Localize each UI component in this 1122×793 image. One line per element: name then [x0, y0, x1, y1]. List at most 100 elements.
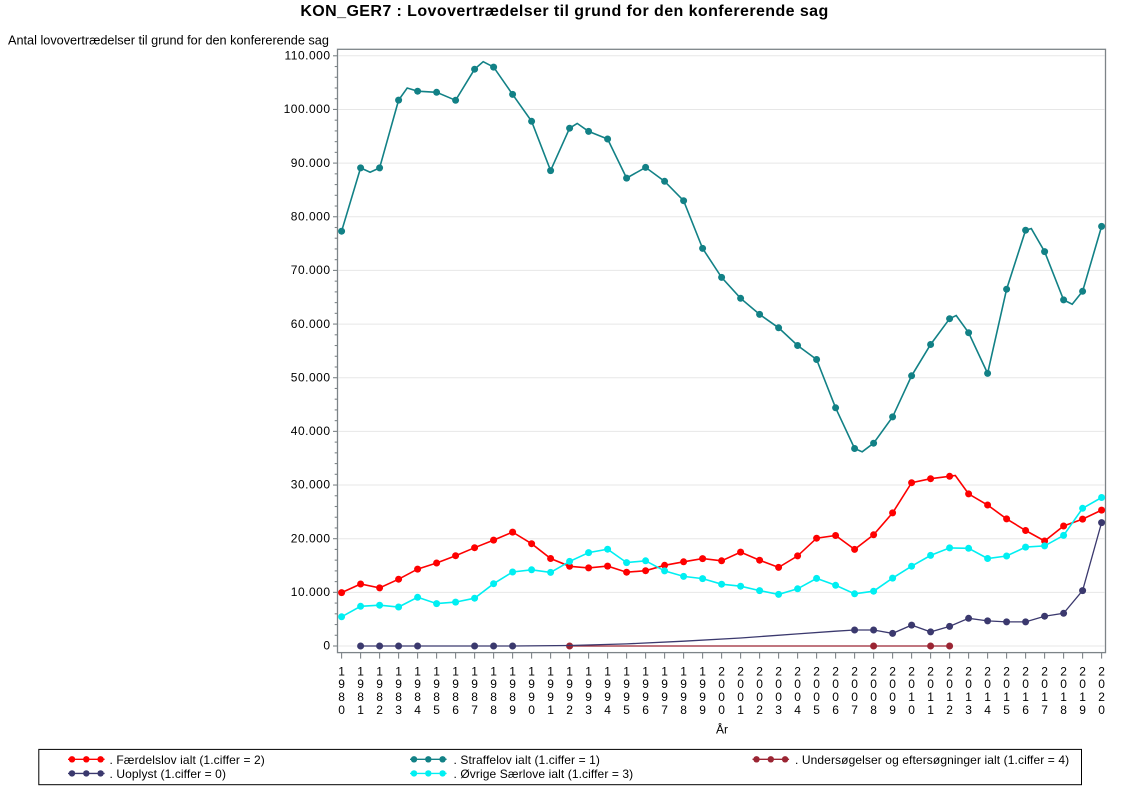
svg-text:1: 1 — [661, 664, 668, 678]
svg-text:. Undersøgelser og eftersøgnin: . Undersøgelser og eftersøgninger ialt (… — [795, 753, 1069, 767]
svg-text:0: 0 — [1041, 677, 1048, 691]
svg-text:3: 3 — [585, 703, 592, 717]
svg-text:9: 9 — [414, 677, 421, 691]
svg-text:0: 0 — [323, 639, 330, 653]
svg-text:1: 1 — [490, 664, 497, 678]
svg-text:0: 0 — [870, 690, 877, 704]
svg-text:1: 1 — [946, 690, 953, 704]
svg-text:2: 2 — [946, 703, 953, 717]
svg-text:. Færdelslov ialt (1.ciffer =: . Færdelslov ialt (1.ciffer = 2) — [110, 753, 265, 767]
svg-text:0: 0 — [718, 690, 725, 704]
svg-text:8: 8 — [490, 690, 497, 704]
svg-text:1: 1 — [585, 664, 592, 678]
svg-text:2: 2 — [1098, 690, 1105, 704]
svg-text:50.000: 50.000 — [291, 370, 331, 384]
svg-text:8: 8 — [376, 690, 383, 704]
svg-text:0: 0 — [718, 703, 725, 717]
svg-text:9: 9 — [699, 703, 706, 717]
svg-text:0: 0 — [737, 677, 744, 691]
svg-text:3: 3 — [965, 703, 972, 717]
svg-text:1: 1 — [699, 664, 706, 678]
svg-text:9: 9 — [604, 690, 611, 704]
svg-text:0: 0 — [851, 690, 858, 704]
svg-text:9: 9 — [547, 677, 554, 691]
svg-text:1: 1 — [1060, 690, 1067, 704]
svg-text:9: 9 — [509, 703, 516, 717]
svg-text:9: 9 — [490, 677, 497, 691]
svg-text:. Uoplyst (1.ciffer = 0): . Uoplyst (1.ciffer = 0) — [110, 767, 227, 781]
svg-text:0: 0 — [1060, 677, 1067, 691]
svg-text:0: 0 — [338, 703, 345, 717]
svg-text:1: 1 — [547, 703, 554, 717]
svg-text:0: 0 — [889, 677, 896, 691]
svg-text:1: 1 — [984, 690, 991, 704]
svg-text:8: 8 — [452, 690, 459, 704]
svg-text:20.000: 20.000 — [291, 531, 331, 545]
svg-text:9: 9 — [547, 690, 554, 704]
svg-text:2: 2 — [946, 664, 953, 678]
svg-text:5: 5 — [813, 703, 820, 717]
svg-text:0: 0 — [832, 690, 839, 704]
svg-text:110.000: 110.000 — [285, 49, 331, 63]
svg-text:2: 2 — [1079, 664, 1086, 678]
svg-text:1: 1 — [642, 664, 649, 678]
svg-text:7: 7 — [851, 703, 858, 717]
svg-text:2: 2 — [889, 664, 896, 678]
svg-text:8: 8 — [490, 703, 497, 717]
svg-text:2: 2 — [1003, 664, 1010, 678]
svg-text:4: 4 — [794, 703, 801, 717]
svg-text:60.000: 60.000 — [291, 317, 331, 331]
svg-text:4: 4 — [604, 703, 611, 717]
svg-text:4: 4 — [414, 703, 421, 717]
svg-text:9: 9 — [623, 677, 630, 691]
svg-text:2: 2 — [908, 664, 915, 678]
svg-text:1: 1 — [623, 664, 630, 678]
svg-text:2: 2 — [1098, 664, 1105, 678]
svg-text:90.000: 90.000 — [291, 156, 331, 170]
svg-text:1: 1 — [433, 664, 440, 678]
svg-text:1: 1 — [737, 703, 744, 717]
svg-text:0: 0 — [870, 677, 877, 691]
svg-text:9: 9 — [528, 677, 535, 691]
svg-text:8: 8 — [433, 690, 440, 704]
svg-text:KON_GER7 : Lovovertrædelser ti: KON_GER7 : Lovovertrædelser til grund fo… — [300, 3, 828, 20]
svg-text:0: 0 — [756, 677, 763, 691]
svg-text:9: 9 — [566, 677, 573, 691]
svg-text:0: 0 — [908, 703, 915, 717]
svg-text:2: 2 — [718, 664, 725, 678]
svg-text:9: 9 — [585, 677, 592, 691]
svg-text:2: 2 — [566, 703, 573, 717]
svg-text:5: 5 — [433, 703, 440, 717]
svg-text:0: 0 — [965, 677, 972, 691]
svg-text:9: 9 — [661, 690, 668, 704]
svg-text:1: 1 — [1022, 690, 1029, 704]
svg-text:9: 9 — [528, 690, 535, 704]
svg-text:År: År — [716, 722, 728, 737]
svg-text:1: 1 — [680, 664, 687, 678]
svg-text:1: 1 — [965, 690, 972, 704]
svg-text:3: 3 — [395, 703, 402, 717]
svg-text:2: 2 — [1060, 664, 1067, 678]
svg-text:1: 1 — [927, 703, 934, 717]
svg-text:2: 2 — [851, 664, 858, 678]
svg-text:0: 0 — [1022, 677, 1029, 691]
svg-text:2: 2 — [1041, 664, 1048, 678]
svg-text:. Øvrige Særlove ialt (1.ciffe: . Øvrige Særlove ialt (1.ciffer = 3) — [454, 767, 634, 781]
svg-text:0: 0 — [528, 703, 535, 717]
svg-text:2: 2 — [756, 703, 763, 717]
svg-text:0: 0 — [1003, 677, 1010, 691]
svg-text:0: 0 — [984, 677, 991, 691]
svg-text:2: 2 — [775, 664, 782, 678]
svg-text:30.000: 30.000 — [291, 478, 331, 492]
svg-text:9: 9 — [585, 690, 592, 704]
svg-text:0: 0 — [1098, 677, 1105, 691]
svg-text:1: 1 — [1041, 690, 1048, 704]
svg-text:9: 9 — [566, 690, 573, 704]
svg-text:6: 6 — [642, 703, 649, 717]
svg-text:0: 0 — [889, 690, 896, 704]
svg-text:0: 0 — [737, 690, 744, 704]
svg-text:0: 0 — [1079, 677, 1086, 691]
svg-text:7: 7 — [1041, 703, 1048, 717]
svg-text:0: 0 — [756, 690, 763, 704]
svg-text:8: 8 — [395, 690, 402, 704]
